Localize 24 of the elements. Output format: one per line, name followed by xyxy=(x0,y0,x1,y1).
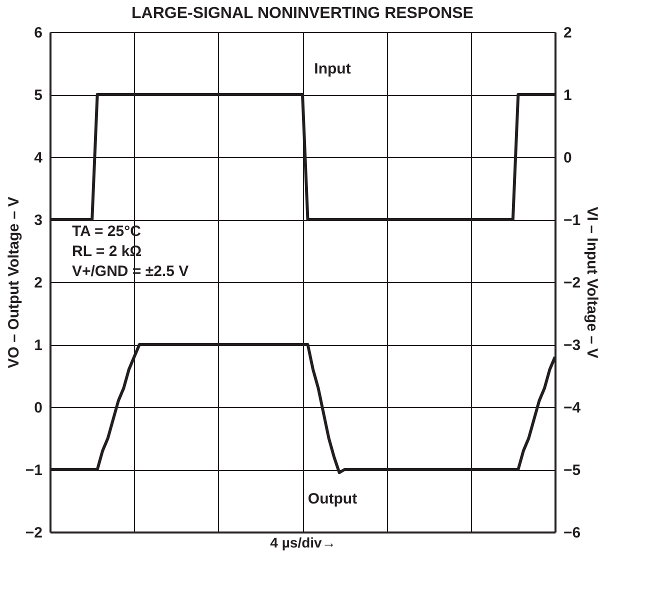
y-tick-label: 3 xyxy=(34,212,42,229)
y2-tick-label: −2 xyxy=(564,274,581,292)
y2-tick-label: −1 xyxy=(564,212,581,229)
y2-tick-label: −5 xyxy=(564,462,581,479)
y-tick-label: 5 xyxy=(34,87,42,104)
chart-title: LARGE-SIGNAL NONINVERTING RESPONSE xyxy=(132,5,474,22)
y2-tick-label: −4 xyxy=(564,400,582,416)
y-tick-label: 0 xyxy=(34,400,42,416)
y-tick-label: 1 xyxy=(34,337,42,354)
y2-tick-label: 2 xyxy=(564,24,572,42)
y-tick-label: −1 xyxy=(25,462,42,479)
y-tick-label: 2 xyxy=(34,274,42,292)
y2-tick-label: −3 xyxy=(564,337,581,354)
y2-axis-title: VI – Input Voltage – V xyxy=(584,206,601,358)
y2-tick-label: 0 xyxy=(564,150,572,166)
y-tick-label: 6 xyxy=(34,24,42,42)
y-tick-label: −2 xyxy=(25,524,42,542)
y-tick-label: 4 xyxy=(34,150,44,166)
y2-tick-label: −6 xyxy=(564,524,581,542)
series-label: Input xyxy=(314,60,351,78)
y2-tick-label: 1 xyxy=(564,87,572,104)
y-axis-title: VO – Output Voltage – V xyxy=(5,196,22,368)
x-axis-title: 4 µs/div→ xyxy=(270,534,336,550)
series-label: Output xyxy=(308,490,358,508)
